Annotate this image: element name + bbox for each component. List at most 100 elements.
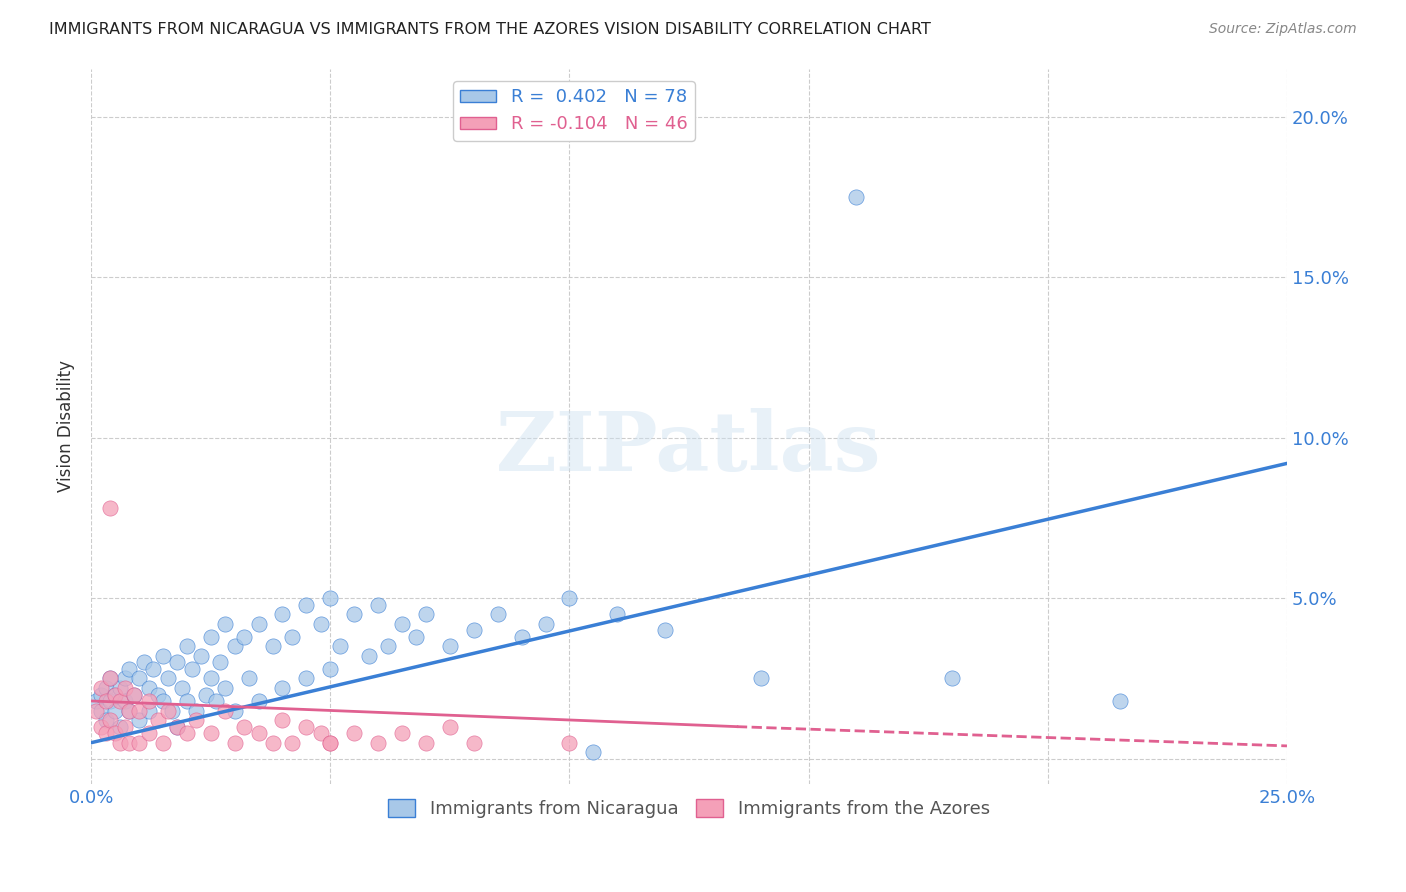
- Point: [128, 713, 150, 727]
- Point: [162, 704, 184, 718]
- Point: [200, 726, 222, 740]
- Point: [104, 688, 127, 702]
- Point: [271, 681, 294, 695]
- Point: [204, 694, 226, 708]
- Point: [90, 688, 112, 702]
- Point: [405, 630, 427, 644]
- Point: [176, 726, 198, 740]
- Point: [118, 662, 141, 676]
- Point: [122, 688, 145, 702]
- Point: [295, 598, 318, 612]
- Point: [84, 704, 107, 718]
- Point: [247, 694, 270, 708]
- Point: [98, 713, 121, 727]
- Point: [281, 736, 304, 750]
- Point: [262, 640, 284, 654]
- Point: [104, 704, 127, 718]
- Point: [90, 681, 112, 695]
- Point: [118, 736, 141, 750]
- Point: [146, 688, 169, 702]
- Point: [224, 704, 246, 718]
- Point: [152, 736, 174, 750]
- Point: [439, 720, 461, 734]
- Point: [558, 591, 581, 606]
- Point: [194, 688, 217, 702]
- Point: [247, 616, 270, 631]
- Point: [146, 713, 169, 727]
- Point: [98, 672, 121, 686]
- Point: [319, 591, 342, 606]
- Point: [132, 656, 155, 670]
- Point: [176, 640, 198, 654]
- Point: [582, 745, 605, 759]
- Point: [98, 672, 121, 686]
- Point: [214, 616, 236, 631]
- Legend: Immigrants from Nicaragua, Immigrants from the Azores: Immigrants from Nicaragua, Immigrants fr…: [381, 792, 997, 825]
- Point: [343, 607, 366, 622]
- Point: [152, 648, 174, 663]
- Point: [108, 681, 131, 695]
- Point: [233, 720, 256, 734]
- Point: [118, 704, 141, 718]
- Point: [271, 713, 294, 727]
- Point: [1108, 694, 1130, 708]
- Point: [941, 672, 963, 686]
- Point: [377, 640, 399, 654]
- Point: [118, 704, 141, 718]
- Point: [224, 736, 246, 750]
- Point: [391, 726, 413, 740]
- Point: [122, 688, 145, 702]
- Point: [142, 662, 165, 676]
- Point: [108, 736, 131, 750]
- Point: [309, 726, 332, 740]
- Point: [156, 704, 179, 718]
- Point: [128, 736, 150, 750]
- Point: [209, 656, 232, 670]
- Point: [309, 616, 332, 631]
- Point: [104, 726, 127, 740]
- Point: [180, 662, 202, 676]
- Point: [186, 704, 208, 718]
- Point: [281, 630, 304, 644]
- Point: [94, 694, 117, 708]
- Point: [176, 694, 198, 708]
- Point: [94, 681, 117, 695]
- Point: [138, 726, 160, 740]
- Point: [114, 720, 136, 734]
- Point: [128, 672, 150, 686]
- Point: [654, 624, 676, 638]
- Point: [138, 681, 160, 695]
- Point: [186, 713, 208, 727]
- Point: [415, 736, 437, 750]
- Point: [845, 190, 868, 204]
- Point: [439, 640, 461, 654]
- Point: [166, 656, 188, 670]
- Point: [138, 694, 160, 708]
- Point: [214, 681, 236, 695]
- Point: [104, 688, 127, 702]
- Point: [329, 640, 352, 654]
- Point: [486, 607, 509, 622]
- Point: [190, 648, 212, 663]
- Point: [295, 720, 318, 734]
- Point: [90, 704, 112, 718]
- Point: [224, 640, 246, 654]
- Point: [200, 672, 222, 686]
- Point: [156, 672, 179, 686]
- Point: [98, 501, 121, 516]
- Point: [114, 672, 136, 686]
- Point: [114, 694, 136, 708]
- Point: [238, 672, 260, 686]
- Point: [152, 694, 174, 708]
- Point: [558, 736, 581, 750]
- Point: [262, 736, 284, 750]
- Point: [108, 694, 131, 708]
- Point: [319, 736, 342, 750]
- Point: [271, 607, 294, 622]
- Point: [138, 704, 160, 718]
- Point: [391, 616, 413, 631]
- Point: [367, 736, 389, 750]
- Point: [247, 726, 270, 740]
- Point: [367, 598, 389, 612]
- Point: [98, 694, 121, 708]
